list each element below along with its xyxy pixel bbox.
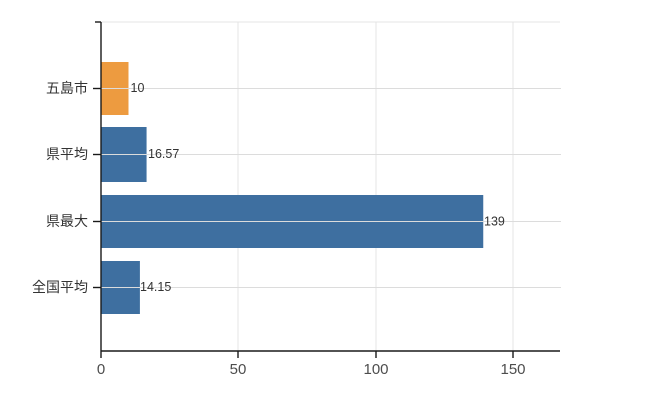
svg-text:県最大: 県最大 (46, 213, 88, 229)
svg-text:50: 50 (230, 361, 247, 378)
svg-text:全国平均: 全国平均 (32, 279, 88, 295)
svg-text:五島市: 五島市 (46, 80, 88, 96)
svg-text:10: 10 (131, 81, 145, 95)
svg-text:県平均: 県平均 (46, 146, 88, 162)
svg-text:139: 139 (484, 215, 505, 229)
svg-text:150: 150 (500, 361, 525, 378)
svg-text:16.57: 16.57 (148, 147, 179, 161)
svg-text:100: 100 (363, 361, 388, 378)
svg-text:0: 0 (97, 361, 105, 378)
svg-text:14.15: 14.15 (140, 280, 171, 294)
